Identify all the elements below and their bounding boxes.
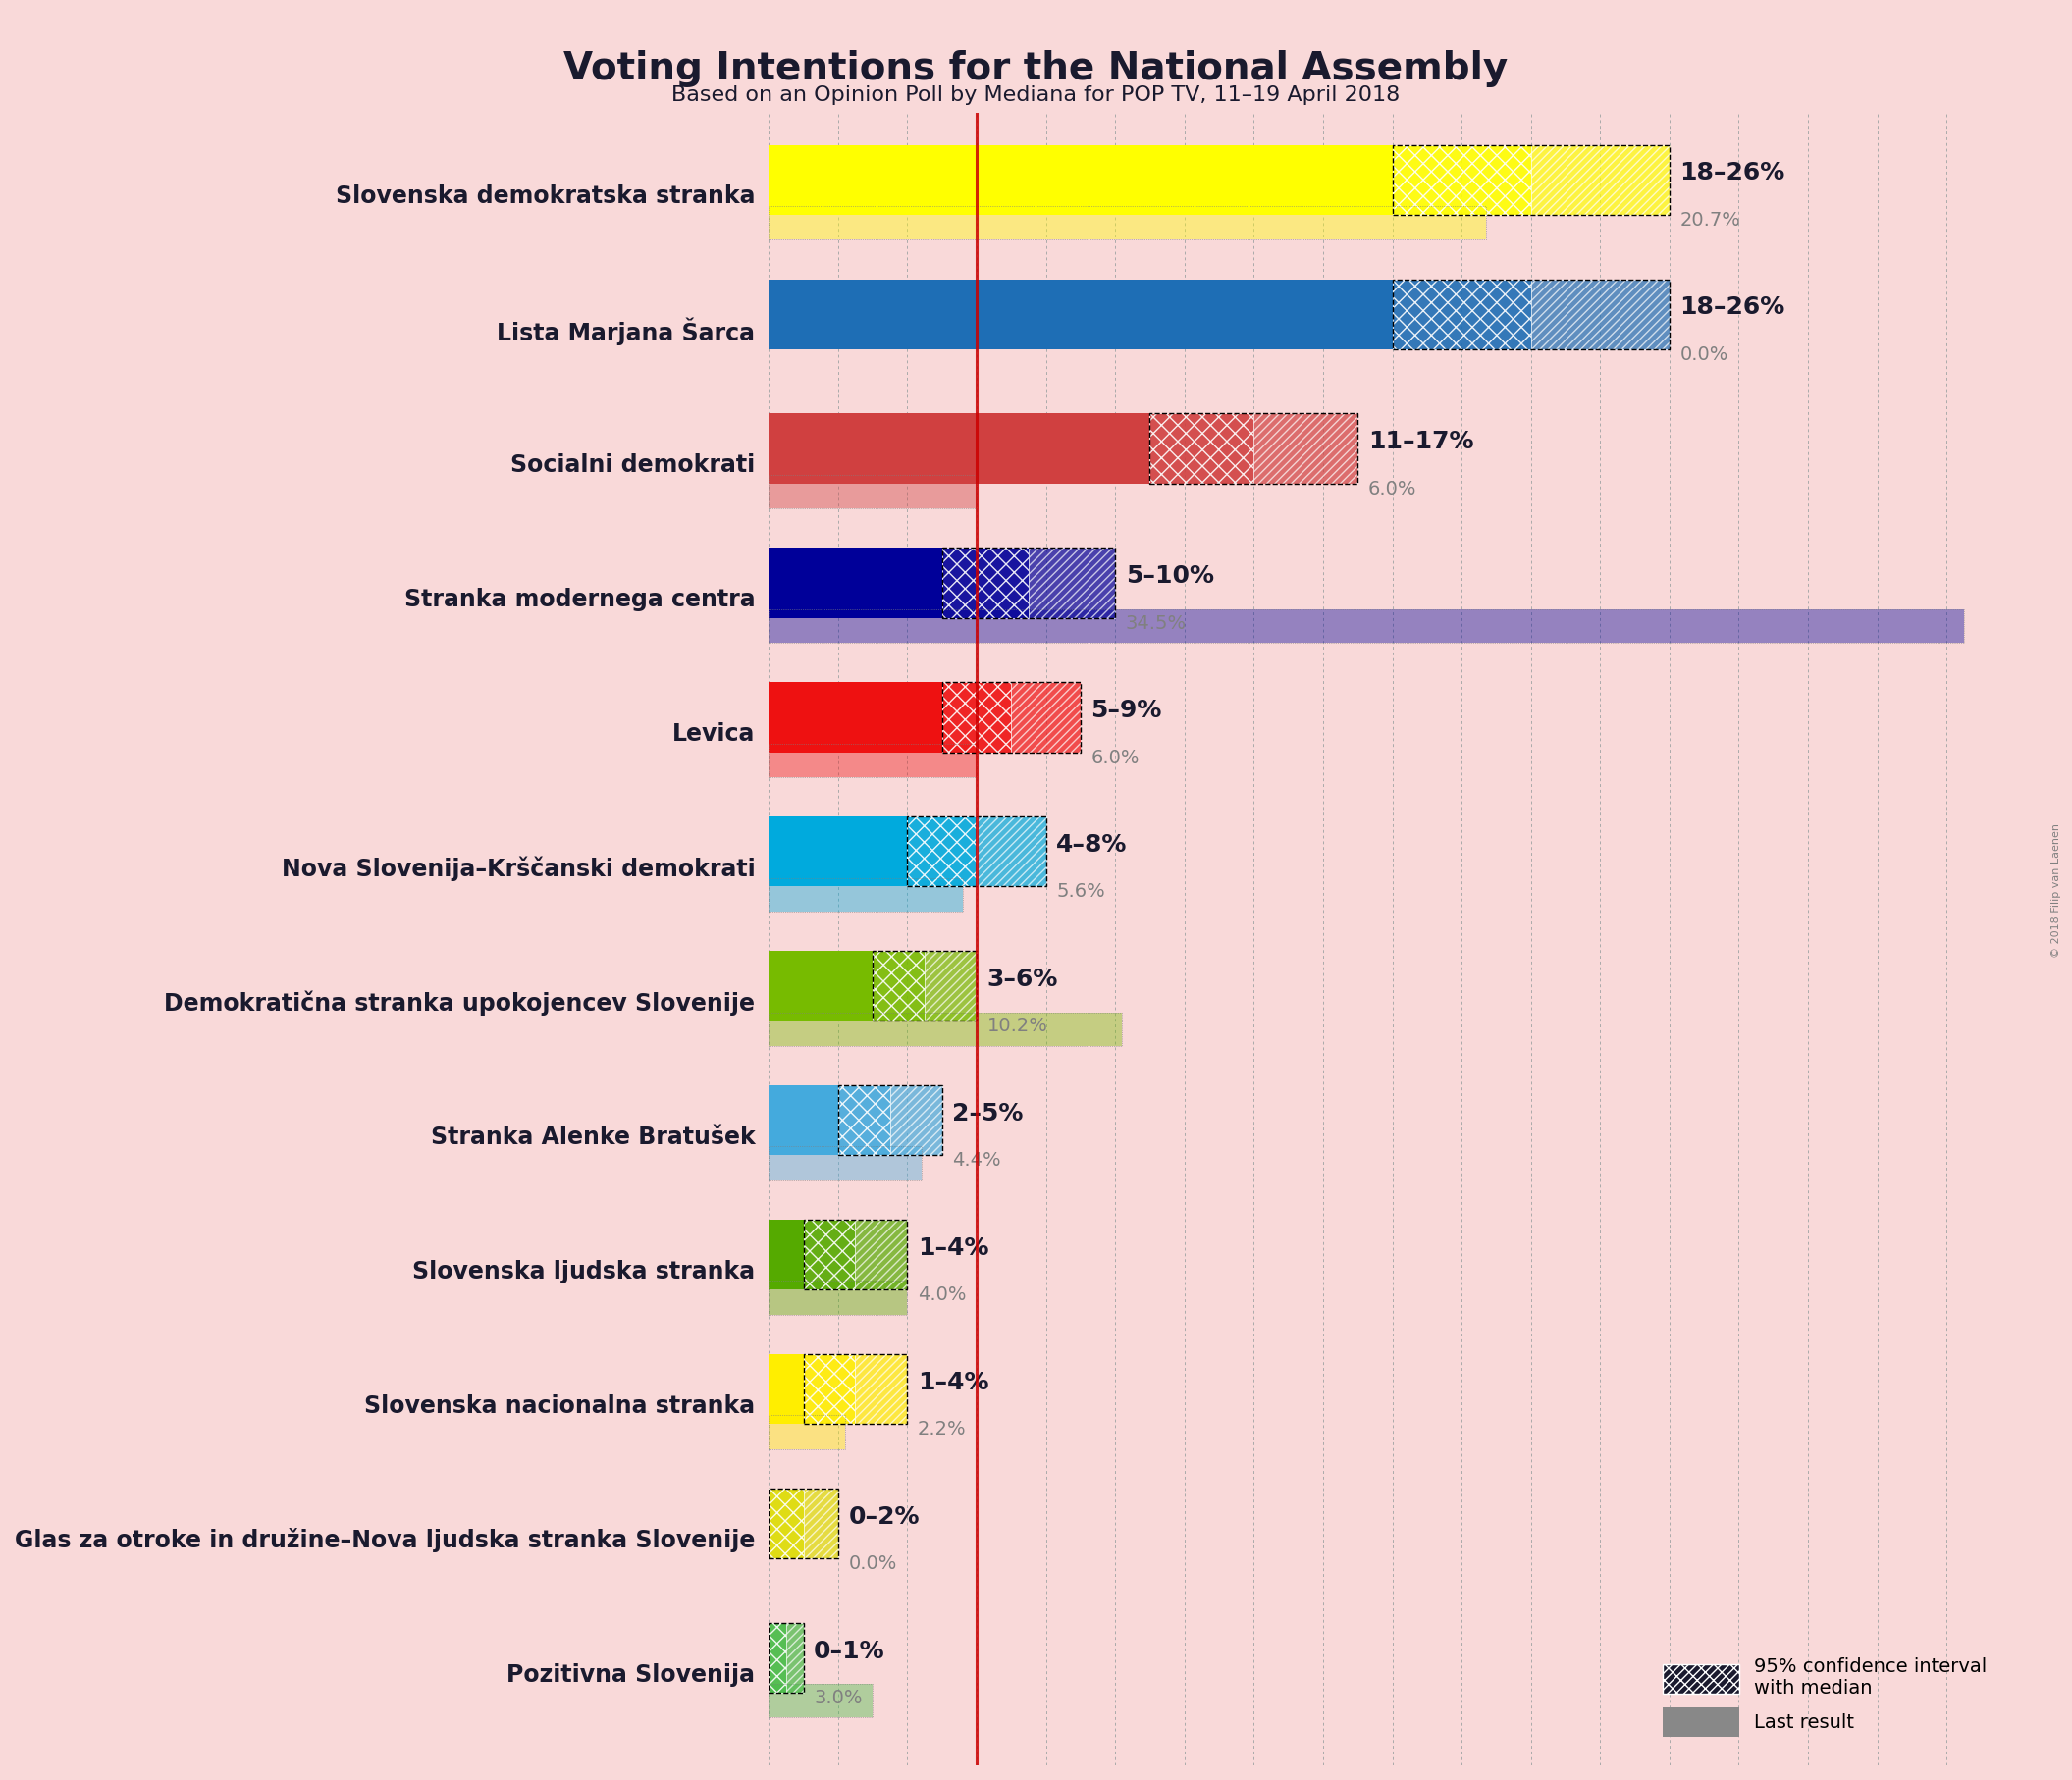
Bar xyxy=(837,1086,943,1155)
Bar xyxy=(769,682,943,753)
Bar xyxy=(856,1355,908,1424)
Text: 5–9%: 5–9% xyxy=(1092,700,1162,723)
Bar xyxy=(872,951,976,1022)
Bar xyxy=(769,1623,804,1693)
Text: 5.6%: 5.6% xyxy=(1057,883,1104,901)
Bar xyxy=(769,1415,845,1449)
Bar xyxy=(769,744,976,778)
Bar xyxy=(1392,144,1670,215)
Text: Voting Intentions for the National Assembly: Voting Intentions for the National Assem… xyxy=(564,50,1508,87)
Text: 0.0%: 0.0% xyxy=(1680,345,1728,363)
Bar xyxy=(1011,682,1082,753)
Text: 18–26%: 18–26% xyxy=(1680,295,1786,319)
Text: 3.0%: 3.0% xyxy=(814,1689,862,1707)
Bar xyxy=(1531,279,1670,349)
Bar xyxy=(769,1219,804,1291)
Bar xyxy=(769,878,963,911)
Bar xyxy=(976,817,1046,886)
Bar xyxy=(769,206,1486,240)
Text: 6.0%: 6.0% xyxy=(1368,479,1417,498)
Bar xyxy=(769,1355,804,1424)
Bar xyxy=(769,744,976,778)
Bar xyxy=(908,817,976,886)
Text: © 2018 Filip van Laenen: © 2018 Filip van Laenen xyxy=(2051,822,2062,958)
Bar xyxy=(769,1282,908,1314)
Bar xyxy=(908,817,1046,886)
Bar xyxy=(769,279,1392,349)
Bar xyxy=(769,1146,922,1180)
Text: 1–4%: 1–4% xyxy=(918,1371,988,1394)
Bar xyxy=(1028,548,1115,618)
Text: 11–17%: 11–17% xyxy=(1368,431,1473,454)
Text: 4.0%: 4.0% xyxy=(918,1285,966,1305)
Bar xyxy=(1392,144,1531,215)
Text: 10.2%: 10.2% xyxy=(986,1016,1048,1036)
Bar xyxy=(804,1219,908,1291)
Bar xyxy=(769,878,963,911)
Text: 1–4%: 1–4% xyxy=(918,1235,988,1260)
Text: 18–26%: 18–26% xyxy=(1680,162,1786,185)
Bar xyxy=(943,548,1028,618)
Bar xyxy=(769,609,1964,643)
Text: 6.0%: 6.0% xyxy=(1092,748,1140,767)
Bar xyxy=(804,1355,856,1424)
Text: 4–8%: 4–8% xyxy=(1057,833,1127,856)
Bar xyxy=(769,1684,872,1718)
Bar xyxy=(943,682,1011,753)
Bar xyxy=(943,548,1115,618)
Bar xyxy=(769,1415,845,1449)
Bar xyxy=(785,1623,804,1693)
Bar xyxy=(769,475,976,509)
Bar xyxy=(769,1013,1123,1047)
Bar xyxy=(769,817,908,886)
Bar xyxy=(1392,279,1670,349)
Bar xyxy=(769,1488,804,1558)
Bar xyxy=(769,144,1392,215)
Bar xyxy=(769,548,943,618)
Bar xyxy=(1150,413,1254,484)
Bar xyxy=(769,1684,872,1718)
Text: 34.5%: 34.5% xyxy=(1125,614,1187,632)
Bar xyxy=(769,206,1486,240)
Bar xyxy=(804,1219,856,1291)
Bar xyxy=(769,1146,922,1180)
Text: 4.4%: 4.4% xyxy=(953,1152,1001,1169)
Bar xyxy=(769,1282,908,1314)
Bar xyxy=(769,475,976,509)
Bar xyxy=(1254,413,1357,484)
Bar xyxy=(924,951,976,1022)
Bar xyxy=(1531,144,1670,215)
Bar xyxy=(1150,413,1357,484)
Text: Based on an Opinion Poll by Mediana for POP TV, 11–19 April 2018: Based on an Opinion Poll by Mediana for … xyxy=(671,85,1401,105)
Bar xyxy=(1392,279,1531,349)
Bar xyxy=(769,1013,1123,1047)
Legend: 95% confidence interval
with median, Last result: 95% confidence interval with median, Las… xyxy=(1643,1638,2006,1755)
Text: 20.7%: 20.7% xyxy=(1680,210,1740,230)
Text: 2–5%: 2–5% xyxy=(953,1102,1024,1125)
Bar xyxy=(769,1623,785,1693)
Text: 0–1%: 0–1% xyxy=(814,1639,885,1663)
Bar xyxy=(872,951,924,1022)
Bar xyxy=(804,1488,837,1558)
Bar xyxy=(769,951,872,1022)
Text: 3–6%: 3–6% xyxy=(986,968,1059,991)
Bar xyxy=(769,609,1964,643)
Bar xyxy=(891,1086,943,1155)
Text: 0–2%: 0–2% xyxy=(847,1504,920,1529)
Bar xyxy=(804,1355,908,1424)
Text: 0.0%: 0.0% xyxy=(847,1554,897,1574)
Bar xyxy=(837,1086,891,1155)
Bar xyxy=(769,1086,837,1155)
Bar xyxy=(943,682,1082,753)
Bar xyxy=(769,1488,837,1558)
Bar xyxy=(856,1219,908,1291)
Bar xyxy=(769,413,1150,484)
Text: 2.2%: 2.2% xyxy=(918,1420,966,1438)
Text: 5–10%: 5–10% xyxy=(1125,564,1214,587)
